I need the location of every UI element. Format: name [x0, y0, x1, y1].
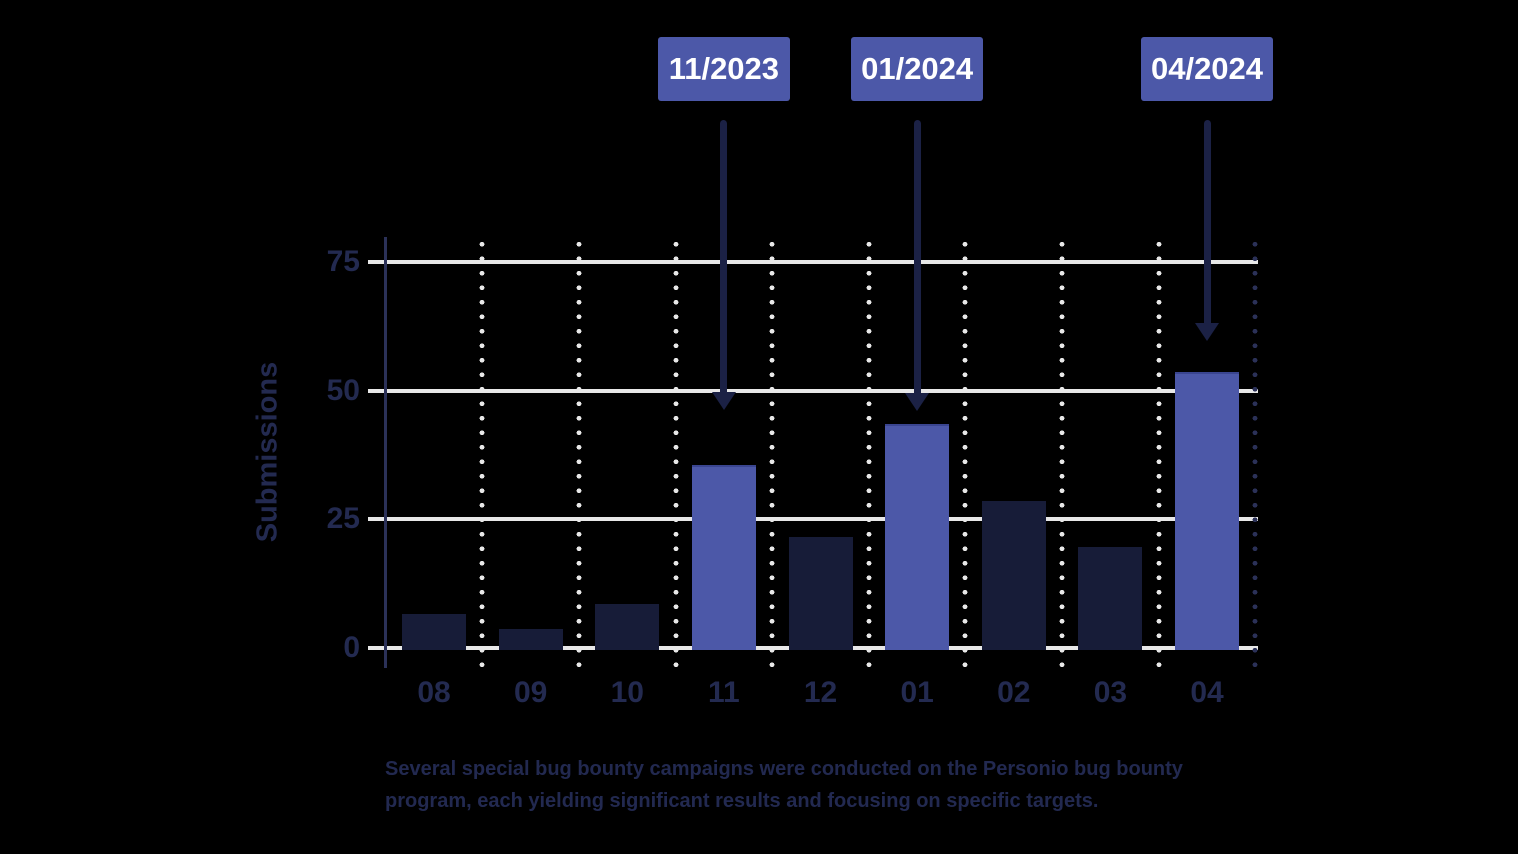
gridline	[368, 388, 1258, 393]
y-tick-label: 75	[326, 244, 360, 278]
bar-10	[595, 603, 660, 650]
vertical-dotted-gridline	[672, 237, 679, 674]
y-tick-label: 25	[326, 502, 360, 536]
callout-arrow-shaft	[720, 120, 728, 394]
vertical-dotted-gridline	[575, 237, 582, 674]
gridline	[368, 517, 1258, 522]
bar-04	[1175, 372, 1239, 650]
callout-01: 01/2024	[851, 37, 984, 101]
caption: Several special bug bounty campaigns wer…	[385, 753, 1183, 817]
bar-11	[691, 464, 756, 650]
vertical-dotted-gridline-end	[1252, 237, 1258, 674]
vertical-dotted-gridline	[865, 237, 872, 674]
callout-04: 04/2024	[1141, 37, 1273, 101]
arrow-down-icon	[905, 392, 930, 411]
x-tick-label: 10	[610, 676, 644, 709]
vertical-dotted-gridline	[769, 237, 776, 674]
x-tick-label: 01	[900, 676, 934, 709]
x-tick-label: 04	[1190, 676, 1224, 709]
bar-01	[885, 423, 950, 650]
x-tick-label: 11	[708, 676, 740, 709]
y-axis-line	[384, 237, 387, 668]
caption-line: Several special bug bounty campaigns wer…	[385, 758, 1183, 780]
vertical-dotted-gridline	[962, 237, 969, 674]
callout-11: 11/2023	[657, 37, 790, 101]
x-tick-label: 02	[997, 676, 1031, 709]
vertical-dotted-gridline	[1155, 237, 1162, 674]
arrow-down-icon	[711, 391, 736, 410]
x-tick-label: 12	[803, 676, 838, 709]
bar-02	[981, 500, 1046, 650]
callout-arrow-shaft	[1203, 120, 1211, 326]
caption-line: program, each yielding significant resul…	[385, 790, 1099, 812]
vertical-dotted-gridline	[1059, 237, 1066, 674]
y-tick-label: 50	[326, 373, 360, 407]
bar-08	[402, 613, 466, 650]
gridline	[368, 259, 1258, 264]
y-tick-label: 0	[343, 631, 360, 664]
x-tick-label: 08	[417, 676, 451, 709]
vertical-dotted-gridline	[479, 237, 486, 674]
x-tick-label: 03	[1093, 676, 1128, 709]
bar-12	[788, 536, 853, 650]
x-tick-label: 09	[513, 676, 548, 709]
bar-03	[1078, 547, 1143, 650]
bar-09	[498, 629, 563, 650]
arrow-down-icon	[1195, 323, 1219, 342]
callout-arrow-shaft	[913, 120, 921, 395]
